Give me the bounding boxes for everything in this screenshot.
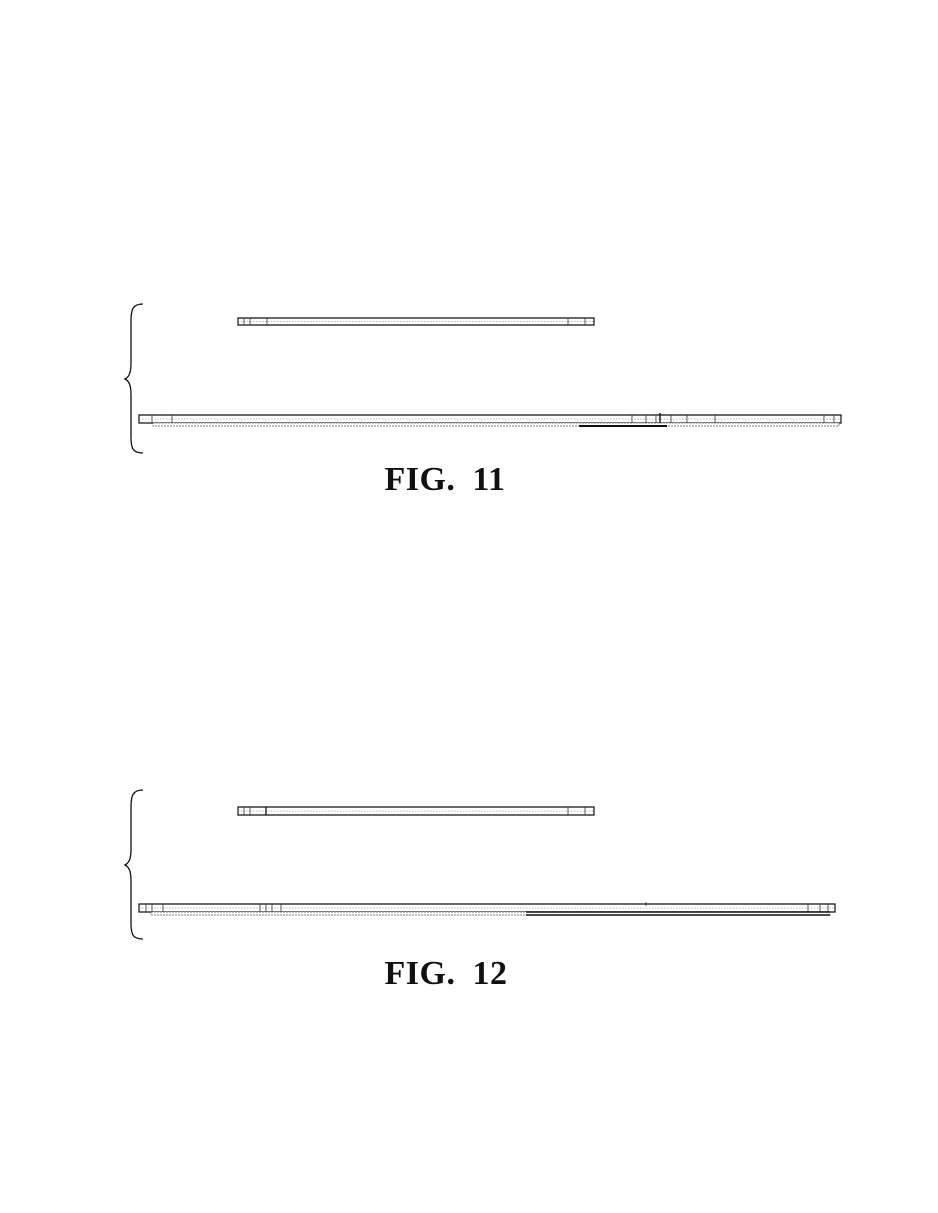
fig11-exploded-view: [0, 295, 938, 465]
fig11-upper-panel: [238, 318, 594, 325]
fig12-exploded-view: [0, 782, 938, 952]
fig11-caption: FIG. 11: [0, 461, 914, 499]
fig12-lower-base-assembly: [139, 902, 835, 915]
fig12-grouping-brace: [125, 790, 143, 939]
fig12-upper-panel: [238, 807, 594, 815]
fig11-lower-base-assembly: [139, 413, 841, 426]
fig12-caption: FIG. 12: [0, 955, 915, 993]
fig11-grouping-brace: [125, 304, 143, 453]
